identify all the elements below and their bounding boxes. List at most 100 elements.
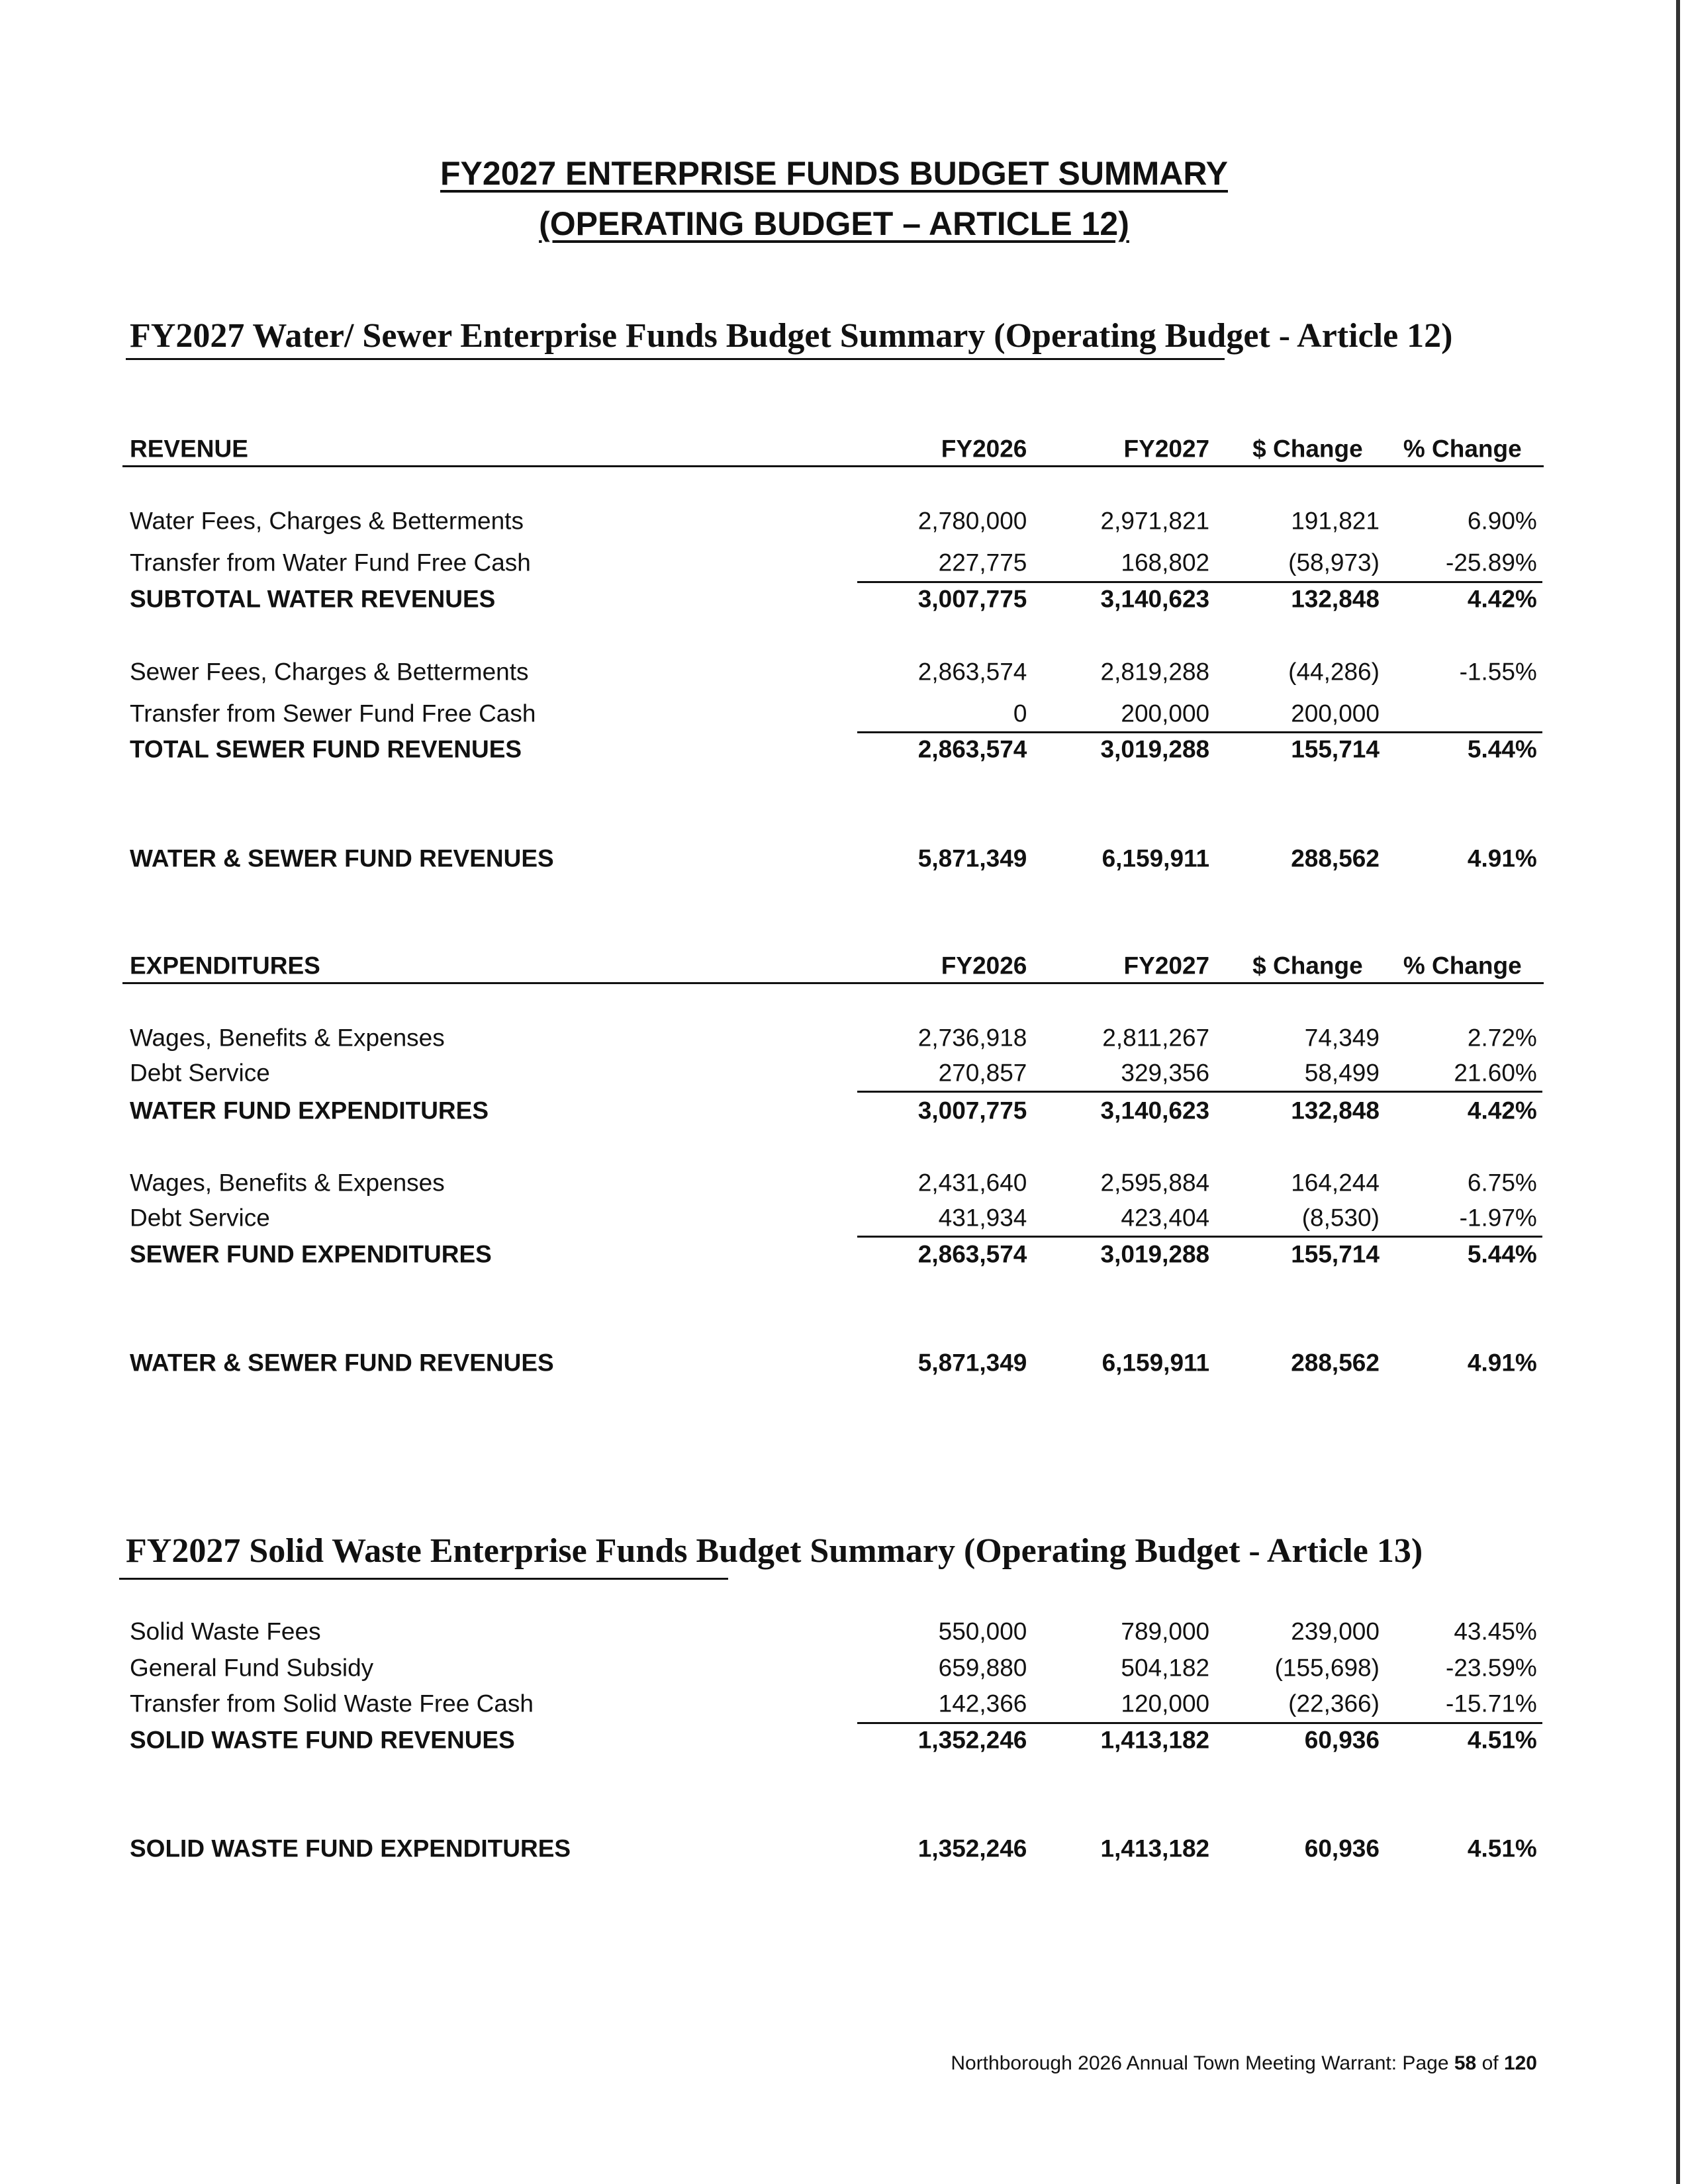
cell-value: 4.91% [1467, 1349, 1537, 1377]
total-label: SOLID WASTE FUND EXPENDITURES [130, 1835, 571, 1862]
cell-value: 329,356 [1121, 1059, 1210, 1087]
cell-value: 3,140,623 [1100, 585, 1210, 613]
cell-value: 132,848 [1291, 1097, 1380, 1124]
cell-value: 504,182 [1121, 1654, 1210, 1682]
cell-value: 164,244 [1291, 1169, 1380, 1197]
footer-page: 58 [1454, 2052, 1477, 2074]
cell-value: 2,863,574 [917, 658, 1027, 686]
column-header: FY2026 [941, 435, 1027, 463]
cell-value: 60,936 [1304, 1726, 1380, 1754]
cell-value: -15.71% [1446, 1690, 1537, 1717]
cell-value: (8,530) [1301, 1204, 1380, 1232]
cell-value: -23.59% [1446, 1654, 1537, 1682]
cell-value: 4.51% [1467, 1726, 1537, 1754]
cell-value: 5,871,349 [917, 844, 1027, 872]
footer-of: of [1481, 2052, 1499, 2074]
cell-value: 4.51% [1467, 1835, 1537, 1862]
cell-value: 168,802 [1121, 549, 1210, 576]
row-label: General Fund Subsidy [130, 1654, 374, 1682]
cell-value: 0 [1013, 700, 1027, 727]
cell-value: 3,007,775 [917, 585, 1027, 613]
rule [857, 1721, 1543, 1724]
cell-value: 4.91% [1467, 844, 1537, 872]
cell-value: 6,159,911 [1102, 1349, 1210, 1377]
cell-value: 270,857 [938, 1059, 1027, 1087]
row-label: Debt Service [130, 1059, 270, 1087]
cell-value: 3,019,288 [1100, 1240, 1210, 1267]
column-header: $ Change [1252, 435, 1363, 463]
rule [857, 580, 1543, 583]
footer: Northborough 2026 Annual Town Meeting Wa… [951, 2054, 1537, 2073]
row-label: Transfer from Water Fund Free Cash [130, 549, 531, 576]
cell-value: 4.42% [1467, 1097, 1537, 1124]
cell-value: 6.75% [1467, 1169, 1537, 1197]
cell-value: (22,366) [1288, 1690, 1380, 1717]
cell-value: 5,871,349 [917, 1349, 1027, 1377]
cell-value: 1,352,246 [917, 1726, 1027, 1754]
cell-value: 239,000 [1291, 1617, 1380, 1645]
column-header: % Change [1403, 435, 1522, 463]
rule [857, 1236, 1543, 1238]
row-label: Transfer from Sewer Fund Free Cash [130, 700, 536, 727]
cell-value: 3,007,775 [917, 1097, 1027, 1124]
cell-value: 431,934 [938, 1204, 1027, 1232]
page-edge [1676, 0, 1680, 2184]
footer-text: Northborough 2026 Annual Town Meeting Wa… [951, 2052, 1449, 2074]
cell-value: (44,286) [1288, 658, 1380, 686]
cell-value: 423,404 [1121, 1204, 1210, 1232]
cell-value: (155,698) [1274, 1654, 1380, 1682]
cell-value: 1,413,182 [1100, 1726, 1210, 1754]
cell-value: 3,140,623 [1100, 1097, 1210, 1124]
column-header: FY2026 [941, 952, 1027, 979]
cell-value: 191,821 [1291, 507, 1380, 535]
row-label: Wages, Benefits & Expenses [130, 1024, 445, 1052]
rule [122, 465, 1544, 468]
page-subtitle: (OPERATING BUDGET – ARTICLE 12) [539, 205, 1129, 242]
cell-value: 789,000 [1121, 1617, 1210, 1645]
total-label: WATER & SEWER FUND REVENUES [130, 844, 554, 872]
cell-value: 1,352,246 [917, 1835, 1027, 1862]
cell-value: 2,819,288 [1100, 658, 1210, 686]
section-rule [119, 1578, 728, 1580]
rule [122, 982, 1544, 985]
cell-value: 155,714 [1291, 735, 1380, 763]
page-title: FY2027 ENTERPRISE FUNDS BUDGET SUMMARY [440, 155, 1228, 192]
cell-value: 550,000 [938, 1617, 1027, 1645]
cell-value: 3,019,288 [1100, 735, 1210, 763]
cell-value: 659,880 [938, 1654, 1027, 1682]
row-label: Transfer from Solid Waste Free Cash [130, 1690, 534, 1717]
cell-value: -1.97% [1459, 1204, 1537, 1232]
cell-value: 1,413,182 [1100, 1835, 1210, 1862]
row-label: Sewer Fees, Charges & Betterments [130, 658, 529, 686]
column-header: $ Change [1252, 952, 1363, 979]
cell-value: 2,863,574 [917, 1240, 1027, 1267]
cell-value: 2,595,884 [1100, 1169, 1210, 1197]
cell-value: 60,936 [1304, 1835, 1380, 1862]
cell-value: 21.60% [1454, 1059, 1537, 1087]
total-label: WATER & SEWER FUND REVENUES [130, 1349, 554, 1377]
cell-value: 2,431,640 [917, 1169, 1027, 1197]
cell-value: 5.44% [1467, 1240, 1537, 1267]
column-header: FY2027 [1123, 435, 1210, 463]
cell-value: 132,848 [1291, 585, 1380, 613]
footer-total: 120 [1503, 2052, 1537, 2074]
row-label: Water Fees, Charges & Betterments [130, 507, 524, 535]
column-header: % Change [1403, 952, 1522, 979]
cell-value: -1.55% [1459, 658, 1537, 686]
cell-value: 43.45% [1454, 1617, 1537, 1645]
column-header: REVENUE [130, 435, 248, 463]
column-header: EXPENDITURES [130, 952, 320, 979]
cell-value: 74,349 [1304, 1024, 1380, 1052]
row-label: Wages, Benefits & Expenses [130, 1169, 445, 1197]
cell-value: 200,000 [1291, 700, 1380, 727]
rule [857, 731, 1543, 734]
rule [857, 1091, 1543, 1093]
total-label: WATER FUND EXPENDITURES [130, 1097, 489, 1124]
cell-value: 2,780,000 [917, 507, 1027, 535]
cell-value: 2,863,574 [917, 735, 1027, 763]
cell-value: 2.72% [1467, 1024, 1537, 1052]
section-title: FY2027 Solid Waste Enterprise Funds Budg… [126, 1532, 1423, 1570]
cell-value: 6.90% [1467, 507, 1537, 535]
total-label: SOLID WASTE FUND REVENUES [130, 1726, 515, 1754]
